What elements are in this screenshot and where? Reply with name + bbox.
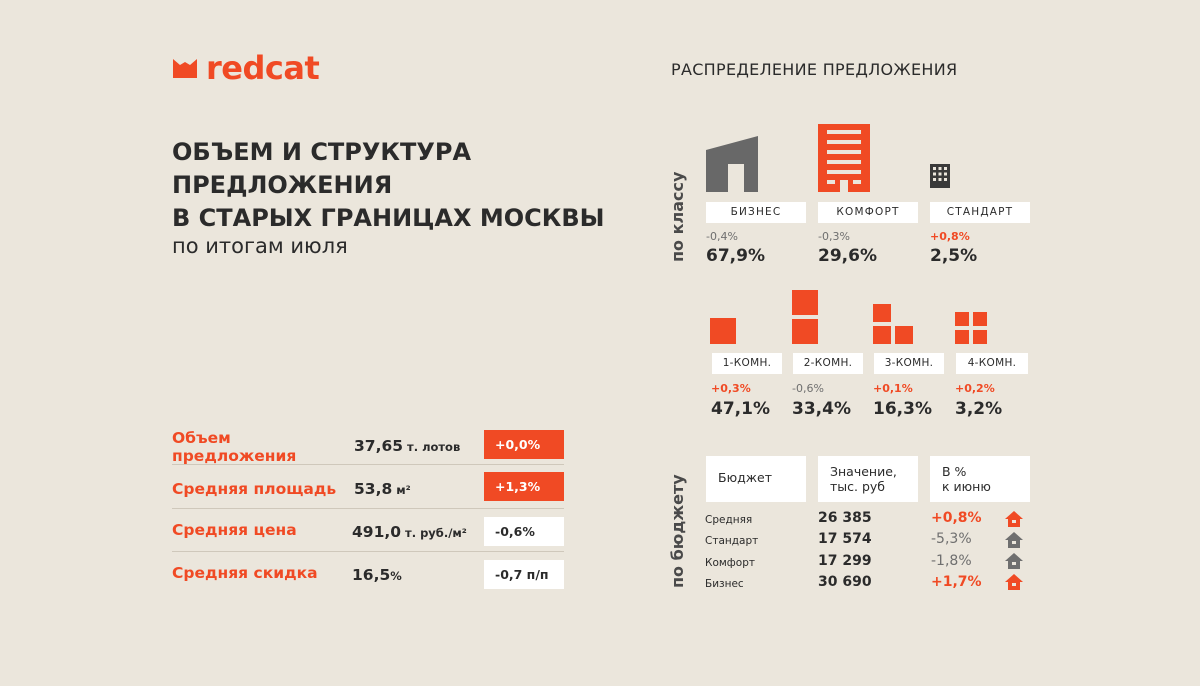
budget-row-label: Стандарт <box>705 535 759 547</box>
one-room-icon <box>710 318 736 344</box>
class-delta: -0,3% <box>818 230 850 243</box>
standard-building-icon <box>930 164 950 188</box>
budget-row-label: Средняя <box>705 514 753 526</box>
class-share: 2,5% <box>930 246 978 266</box>
two-room-icon <box>792 290 818 344</box>
class-share: 67,9% <box>706 246 765 266</box>
budget-row-value: 30 690 <box>818 574 872 590</box>
room-delta: +0,2% <box>955 382 995 395</box>
house-down-icon <box>1005 532 1023 548</box>
room-tag-2: 2-КОМН. <box>793 353 863 374</box>
room-share: 16,3% <box>873 399 932 419</box>
budget-row-value: 26 385 <box>818 510 872 526</box>
title-line: ПРЕДЛОЖЕНИЯ <box>172 171 393 199</box>
stat-change-badge: -0,6% <box>484 517 564 546</box>
side-label-budget: по бюджету <box>668 474 687 588</box>
budget-row-pct: -5,3% <box>931 531 972 547</box>
room-delta: -0,6% <box>792 382 824 395</box>
four-room-icon <box>955 312 987 344</box>
stat-row-volume: Объем предложения 37,65 т. лотов +0,0% <box>172 428 564 470</box>
room-tag-3: 3-КОМН. <box>874 353 944 374</box>
page-subtitle: по итогам июля <box>172 234 348 258</box>
budget-row-label: Комфорт <box>705 557 755 569</box>
side-label-class: по классу <box>668 171 687 262</box>
divider <box>172 464 564 465</box>
class-tag-comfort: КОМФОРТ <box>818 202 918 223</box>
class-tag-standard: СТАНДАРТ <box>930 202 1030 223</box>
page-title: ОБЪЕМ И СТРУКТУРА ПРЕДЛОЖЕНИЯ В СТАРЫХ Г… <box>172 136 605 235</box>
budget-row-pct: +1,7% <box>931 574 982 590</box>
budget-row-value: 17 574 <box>818 531 872 547</box>
house-up-icon <box>1005 511 1023 527</box>
stat-value: 16,5% <box>352 566 402 584</box>
title-line: ОБЪЕМ И СТРУКТУРА <box>172 138 472 166</box>
stat-label: Средняя площадь <box>172 480 337 498</box>
divider <box>172 508 564 509</box>
room-share: 33,4% <box>792 399 851 419</box>
class-delta: +0,8% <box>930 230 970 243</box>
class-delta: -0,4% <box>706 230 738 243</box>
room-tag-1: 1-КОМН. <box>712 353 782 374</box>
room-tag-4: 4-КОМН. <box>956 353 1028 374</box>
three-room-icon <box>873 304 913 344</box>
budget-header-col2: Значение, тыс. руб <box>818 456 918 502</box>
room-share: 47,1% <box>711 399 770 419</box>
stat-label: Средняя скидка <box>172 564 318 582</box>
room-delta: +0,1% <box>873 382 913 395</box>
stat-change-badge: +0,0% <box>484 430 564 459</box>
class-share: 29,6% <box>818 246 877 266</box>
stat-row-area: Средняя площадь 53,8 м² +1,3% <box>172 472 564 514</box>
redcat-logo-icon <box>173 59 197 78</box>
stat-value: 491,0 т. руб./м² <box>352 523 467 541</box>
stat-label: Средняя цена <box>172 521 297 539</box>
stat-value: 37,65 т. лотов <box>354 437 461 455</box>
class-tag-business: БИЗНЕС <box>706 202 806 223</box>
business-building-icon <box>706 136 758 192</box>
budget-header-col3: В % к июню <box>930 456 1030 502</box>
house-up-icon <box>1005 574 1023 590</box>
section-title: РАСПРЕДЕЛЕНИЕ ПРЕДЛОЖЕНИЯ <box>671 60 958 79</box>
house-down-icon <box>1005 553 1023 569</box>
room-share: 3,2% <box>955 399 1003 419</box>
room-delta: +0,3% <box>711 382 751 395</box>
title-line: В СТАРЫХ ГРАНИЦАХ МОСКВЫ <box>172 204 605 232</box>
stat-row-discount: Средняя скидка 16,5% -0,7 п/п <box>172 558 564 600</box>
budget-row-value: 17 299 <box>818 553 872 569</box>
brand-logo: redcat <box>172 49 320 87</box>
stat-value: 53,8 м² <box>354 480 411 498</box>
stat-row-price: Средняя цена 491,0 т. руб./м² -0,6% <box>172 515 564 557</box>
budget-row-label: Бизнес <box>705 578 744 590</box>
budget-header-col1: Бюджет <box>706 456 806 502</box>
divider <box>172 551 564 552</box>
stat-label: Объем предложения <box>172 429 297 465</box>
stat-change-badge: +1,3% <box>484 472 564 501</box>
brand-name: redcat <box>206 49 320 87</box>
budget-row-pct: -1,8% <box>931 553 972 569</box>
stat-change-badge: -0,7 п/п <box>484 560 564 589</box>
comfort-building-icon <box>818 124 870 192</box>
budget-row-pct: +0,8% <box>931 510 982 526</box>
